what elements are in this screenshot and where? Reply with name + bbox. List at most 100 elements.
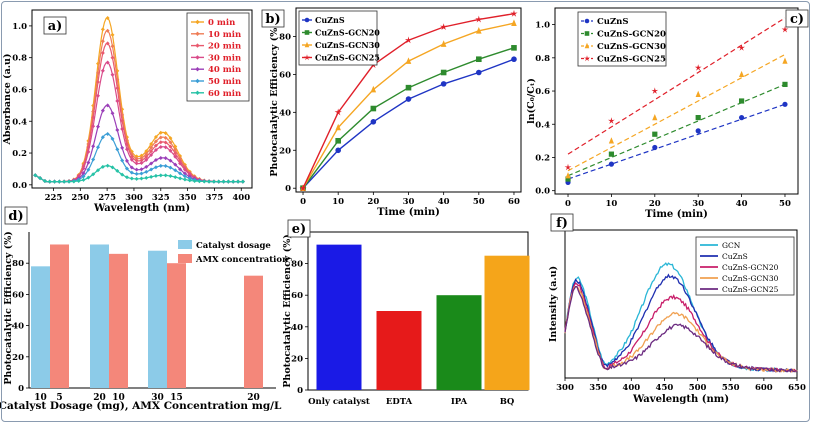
series-point-a [100, 27, 105, 32]
series-point-a [100, 51, 105, 56]
series-point-a [153, 143, 158, 148]
series-point-a [91, 157, 96, 162]
legend-marker-a [195, 31, 200, 36]
series-point-a [124, 175, 129, 180]
series-point-b [370, 85, 377, 93]
series-point-a [149, 152, 154, 157]
series-point-a [240, 179, 245, 184]
series-point-a [110, 111, 115, 116]
series-point-a [168, 158, 173, 163]
series-point-a [168, 136, 173, 141]
series-point-b [370, 105, 377, 112]
series-point-c [782, 81, 788, 87]
series-point-c [695, 128, 701, 134]
x-tick-label-b: 0 [300, 197, 306, 207]
series-point-a [120, 158, 125, 163]
panel-label-c: c) [790, 12, 804, 27]
series-point-a [182, 167, 187, 172]
plot-frame-a [31, 9, 253, 189]
x-tick-label-a: 375 [206, 193, 224, 203]
series-point-b [440, 69, 447, 76]
series-point-b [440, 81, 447, 87]
series-point-a [163, 131, 168, 136]
series-point-a [139, 155, 144, 160]
series-point-a [124, 166, 129, 171]
fit-line-c [567, 17, 786, 155]
series-point-a [42, 179, 47, 184]
series-point-a [158, 130, 163, 135]
series-point-c [652, 114, 658, 121]
y-tick-label-a: 0.8 [12, 54, 27, 64]
x-tick-label-a: 300 [125, 193, 143, 203]
series-point-b [511, 56, 517, 63]
series-point-b [405, 84, 412, 91]
panel-label-d: d) [8, 209, 23, 224]
series-line-f [564, 285, 797, 373]
series-point-a [158, 173, 163, 178]
series-point-c [652, 131, 658, 137]
series-point-a [110, 44, 115, 49]
series-point-b [440, 23, 448, 30]
y-tick-label-a: 1.0 [12, 22, 27, 32]
series-point-a [144, 175, 149, 180]
x-tick-label-b: 50 [473, 197, 485, 207]
series-point-a [158, 140, 163, 145]
x-tick-label-f: 400 [622, 383, 640, 393]
x-tick-label-e: EDTA [386, 397, 413, 407]
legend-marker-a [195, 90, 200, 95]
x-tick-label-f: 550 [722, 383, 740, 393]
x-axis-label-f: Wavelength (nm) [632, 394, 729, 405]
series-point-a [182, 174, 187, 179]
legend-marker-b [304, 17, 310, 23]
panel-label-f: f) [556, 216, 568, 231]
series-point-a [163, 163, 168, 168]
legend-marker-c [584, 18, 590, 24]
series-point-a [163, 173, 168, 178]
legend-marker-a [195, 78, 200, 84]
series-point-a [115, 99, 120, 104]
series-point-a [100, 68, 105, 73]
series-point-a [168, 148, 173, 153]
series-point-a [81, 177, 86, 182]
x-axis-label-a: Wavelength (nm) [93, 203, 190, 214]
legend-label-a: 20 min [208, 42, 241, 52]
y-tick-label-b: 80 [279, 32, 291, 42]
series-point-a [202, 179, 207, 184]
series-point-a [153, 173, 158, 178]
series-point-a [86, 160, 91, 165]
y-tick-label-e: 40 [291, 323, 303, 333]
series-point-b [335, 137, 341, 144]
legend-marker-b [304, 41, 310, 48]
series-point-a [144, 154, 149, 159]
y-axis-label-c: ln(C₀/Cₜ) [526, 78, 537, 124]
x-tick-label-c: 30 [692, 199, 704, 209]
series-point-a [86, 167, 91, 172]
series-point-a [153, 158, 158, 163]
series-point-a [153, 165, 158, 170]
series-point-b [511, 19, 517, 26]
y-tick-label-c: 0.8 [535, 54, 550, 64]
series-point-a [139, 167, 144, 172]
series-point-a [120, 145, 125, 150]
series-point-a [105, 28, 110, 33]
legend-label-d: Catalyst dosage [196, 241, 271, 251]
x-tick-label-f: 300 [556, 383, 574, 393]
series-point-a [216, 179, 221, 184]
y-tick-label-e: 20 [291, 354, 303, 364]
x-tick-label-b: 40 [438, 197, 450, 207]
y-tick-label-d: 40 [12, 322, 24, 332]
bar-amx-concentration [167, 263, 186, 388]
series-point-a [96, 124, 100, 129]
series-point-b [440, 40, 447, 47]
x-tick-label-d: 10 [34, 393, 47, 403]
series-point-b [475, 15, 483, 23]
series-point-a [134, 156, 139, 161]
x-axis-label-b: Time (min) [377, 207, 440, 218]
series-point-a [173, 154, 178, 159]
x-tick-label-a: 275 [98, 193, 116, 203]
series-point-a [163, 135, 168, 140]
series-point-a [105, 131, 110, 136]
y-axis-label-f: Intensity (a.u) [548, 266, 559, 342]
bar-scavenger [316, 244, 362, 390]
